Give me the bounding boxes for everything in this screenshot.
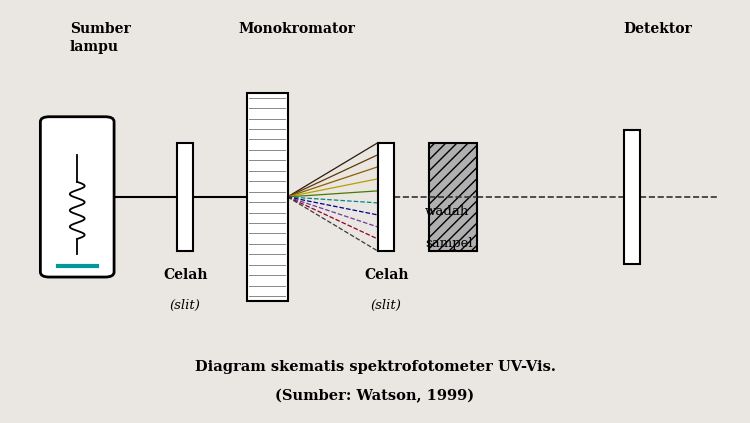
Text: (Sumber: Watson, 1999): (Sumber: Watson, 1999) — [275, 389, 475, 403]
FancyBboxPatch shape — [40, 117, 114, 277]
Bar — [624, 130, 640, 264]
Bar — [378, 143, 394, 251]
Text: (slit): (slit) — [170, 299, 200, 312]
Text: Monokromator: Monokromator — [238, 22, 356, 36]
Text: (slit): (slit) — [370, 299, 401, 312]
Text: Celah: Celah — [364, 268, 409, 282]
Text: Celah: Celah — [163, 268, 208, 282]
Text: Diagram skematis spektrofotometer UV-Vis.: Diagram skematis spektrofotometer UV-Vis… — [194, 360, 556, 374]
Text: Sumber
lampu: Sumber lampu — [70, 22, 130, 54]
Bar — [177, 143, 194, 251]
Text: sampel: sampel — [425, 236, 472, 250]
Text: Detektor: Detektor — [623, 22, 692, 36]
Bar — [429, 143, 477, 251]
Bar — [247, 93, 287, 301]
Text: wadah: wadah — [425, 205, 470, 218]
